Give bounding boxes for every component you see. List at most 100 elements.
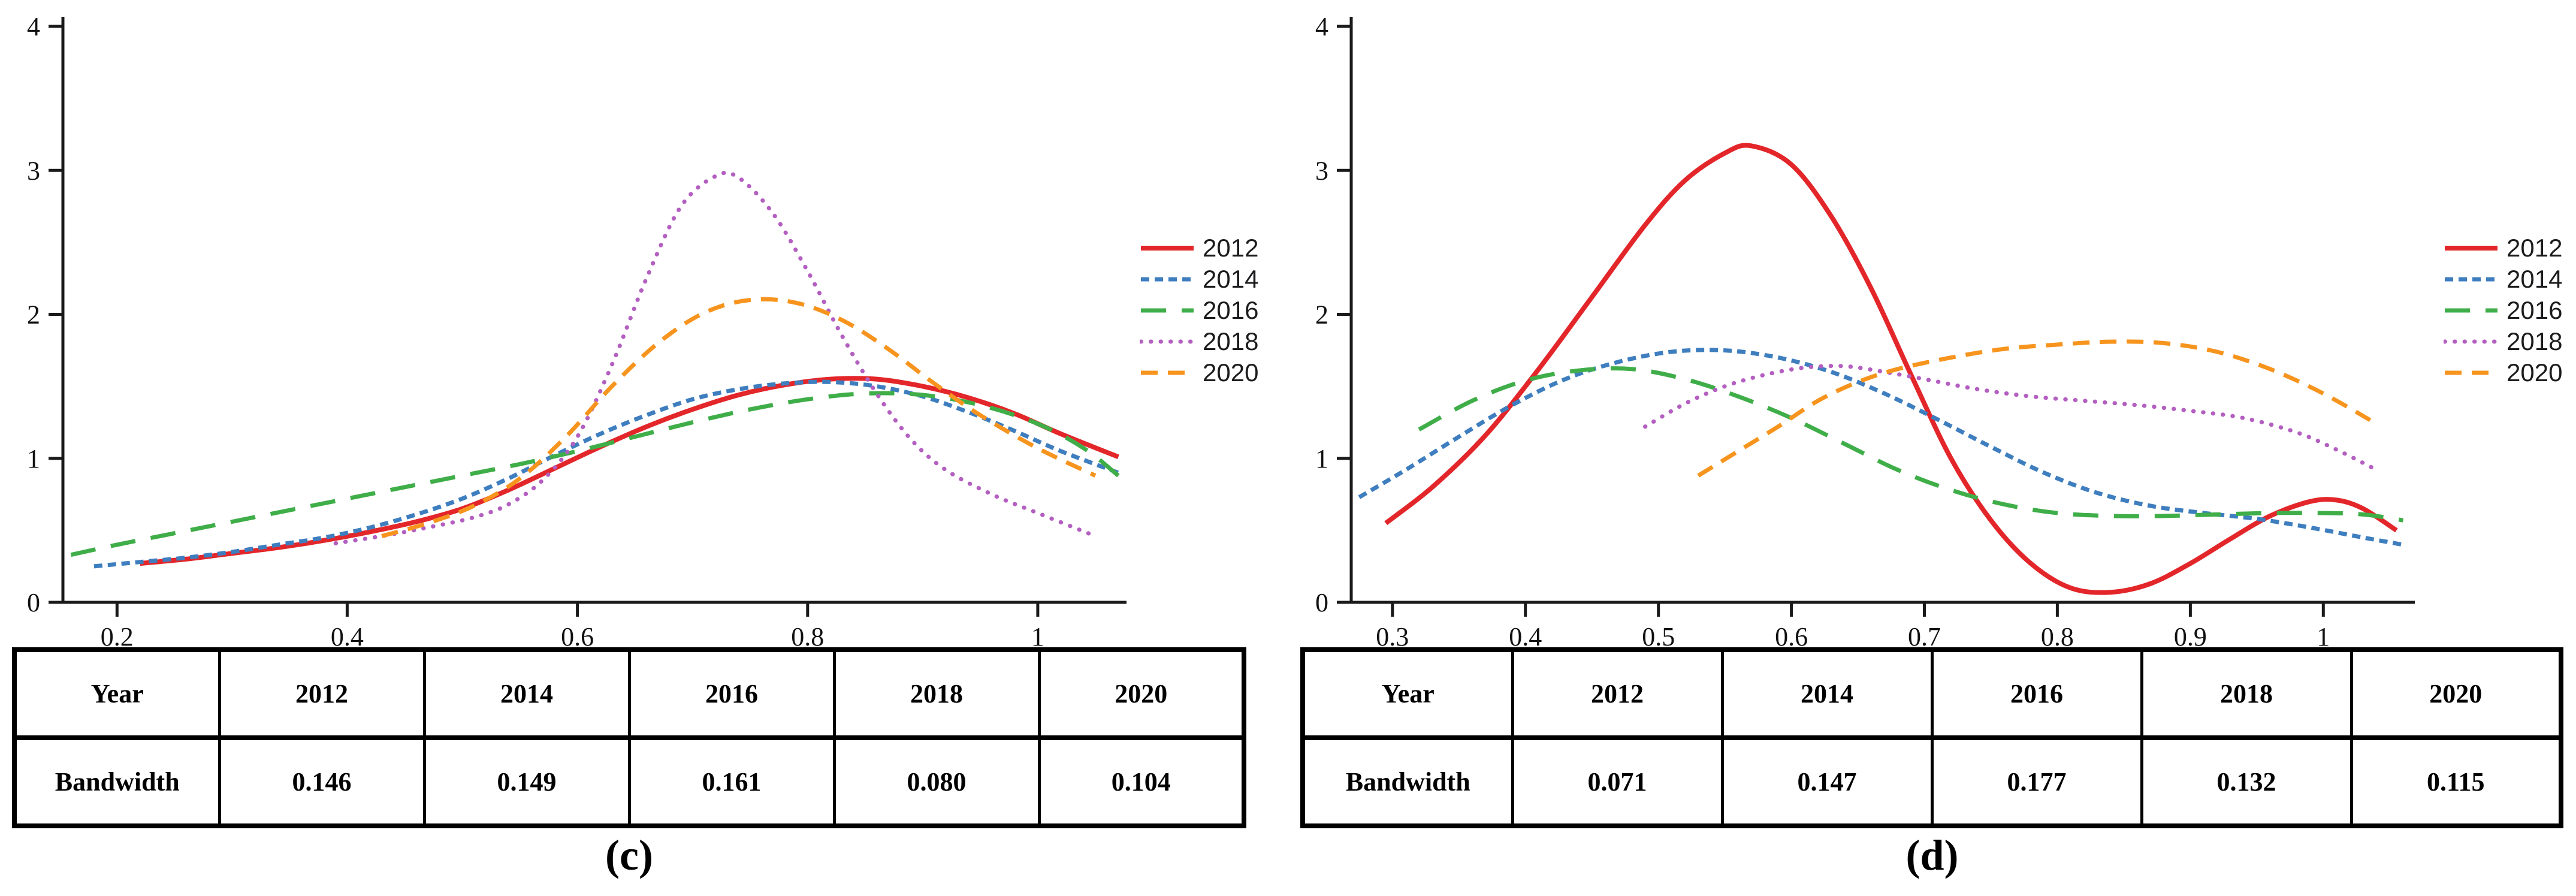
legend-line-longdash-icon bbox=[2445, 308, 2498, 312]
x-tick-label: 0.4 bbox=[331, 622, 364, 647]
year-cell: 2020 bbox=[1037, 648, 1246, 740]
x-tick-label: 1 bbox=[1031, 622, 1044, 647]
bandwidth-cell: 0.071 bbox=[1511, 736, 1724, 828]
x-tick-label: 1 bbox=[2317, 622, 2330, 647]
table-header-year: Year bbox=[13, 648, 221, 740]
series-line-2014 bbox=[93, 379, 1119, 569]
table-header-year: Year bbox=[1301, 648, 1514, 740]
legend-line-dotted-icon bbox=[2444, 339, 2499, 343]
table-row: Bandwidth 0.146 0.149 0.161 0.080 0.104 bbox=[13, 736, 1246, 828]
bandwidth-table-c: Year 2012 2014 2016 2018 2020 Bandwidth … bbox=[12, 647, 1246, 828]
y-tick-label: 0 bbox=[1315, 588, 1328, 617]
year-cell: 2012 bbox=[1511, 648, 1724, 740]
legend-line-dash-icon bbox=[1141, 370, 1194, 375]
year-cell: 2016 bbox=[627, 648, 836, 740]
legend-item-2014: 2014 bbox=[1140, 266, 1258, 292]
year-cell: 2018 bbox=[832, 648, 1041, 740]
series-line-2018 bbox=[333, 170, 1098, 545]
x-tick-label: 0.8 bbox=[791, 622, 824, 647]
panel-d: 0.3 0.4 0.5 0.6 0.7 0.8 0.9 1 0 1 2 3 4 2012 2014 20… bbox=[1288, 0, 2576, 896]
series-line-2020 bbox=[1697, 339, 2378, 478]
legend-item-2012: 2012 bbox=[2444, 235, 2562, 261]
legend-item-2020: 2020 bbox=[2444, 360, 2562, 385]
series-line-2012 bbox=[1384, 143, 2398, 595]
legend-label: 2016 bbox=[2506, 295, 2563, 324]
year-cell: 2012 bbox=[218, 648, 426, 740]
bandwidth-cell: 0.161 bbox=[627, 736, 836, 828]
subfigure-caption-d: (d) bbox=[1905, 831, 1959, 879]
x-tick-label: 0.3 bbox=[1376, 622, 1409, 647]
table-row: Bandwidth 0.071 0.147 0.177 0.132 0.115 bbox=[1301, 736, 2563, 828]
y-tick-label: 1 bbox=[1315, 444, 1328, 473]
legend-label: 2016 bbox=[1203, 295, 1259, 324]
series-line-2012 bbox=[140, 376, 1119, 566]
bandwidth-cell: 0.080 bbox=[832, 736, 1041, 828]
legend-item-2020: 2020 bbox=[1140, 360, 1258, 385]
table-header-bandwidth: Bandwidth bbox=[13, 736, 221, 828]
y-tick-label: 3 bbox=[1315, 156, 1328, 185]
y-tick-label: 1 bbox=[27, 444, 40, 473]
legend-item-2014: 2014 bbox=[2444, 266, 2562, 292]
legend-label: 2014 bbox=[1203, 264, 1259, 293]
x-tick-label: 0.9 bbox=[2174, 622, 2207, 647]
table-row: Year 2012 2014 2016 2018 2020 bbox=[1301, 648, 2563, 740]
legend-item-2012: 2012 bbox=[1140, 235, 1258, 261]
bandwidth-cell: 0.104 bbox=[1037, 736, 1246, 828]
x-tick-label: 0.6 bbox=[1775, 622, 1808, 647]
legend-label: 2012 bbox=[2506, 233, 2563, 262]
legend-item-2016: 2016 bbox=[2444, 297, 2562, 323]
kde-chart-d: 0.3 0.4 0.5 0.6 0.7 0.8 0.9 1 0 1 2 3 4 bbox=[1315, 12, 2415, 647]
table-row: Year 2012 2014 2016 2018 2020 bbox=[13, 648, 1246, 740]
series-line-2016 bbox=[1418, 366, 2403, 523]
subfigure-caption-c: (c) bbox=[605, 831, 653, 879]
x-tick-label: 0.6 bbox=[561, 622, 594, 647]
y-tick-label: 2 bbox=[27, 300, 40, 330]
legend-item-2016: 2016 bbox=[1140, 297, 1258, 323]
bandwidth-cell: 0.146 bbox=[218, 736, 426, 828]
legend-label: 2014 bbox=[2506, 264, 2563, 293]
y-tick-label: 2 bbox=[1315, 300, 1328, 330]
legend-label: 2020 bbox=[2506, 358, 2563, 387]
x-tick-label: 0.5 bbox=[1642, 622, 1675, 647]
year-cell: 2018 bbox=[2140, 648, 2353, 740]
bandwidth-cell: 0.147 bbox=[1720, 736, 1934, 828]
legend-line-dash-icon bbox=[2445, 370, 2498, 375]
table-header-bandwidth: Bandwidth bbox=[1301, 736, 1514, 828]
axes bbox=[61, 17, 1127, 604]
y-tick-label: 3 bbox=[27, 156, 40, 185]
series-line-2014 bbox=[1358, 348, 2404, 547]
x-tick-label: 0.8 bbox=[2041, 622, 2074, 647]
legend-label: 2018 bbox=[2506, 327, 2563, 355]
legend-line-dashed-icon bbox=[1141, 277, 1194, 281]
y-tick-label: 4 bbox=[1315, 12, 1328, 41]
legend-label: 2012 bbox=[1203, 233, 1259, 262]
legend-label: 2020 bbox=[1203, 358, 1259, 387]
x-tick-label: 0.4 bbox=[1509, 622, 1542, 647]
legend-line-dashed-icon bbox=[2445, 277, 2498, 281]
year-cell: 2014 bbox=[422, 648, 631, 740]
year-cell: 2014 bbox=[1720, 648, 1934, 740]
legend-item-2018: 2018 bbox=[1140, 328, 1258, 354]
legend-label: 2018 bbox=[1203, 327, 1259, 355]
bandwidth-cell: 0.149 bbox=[422, 736, 631, 828]
bandwidth-cell: 0.177 bbox=[1930, 736, 2143, 828]
legend-line-dotted-icon bbox=[1140, 339, 1195, 343]
year-cell: 2016 bbox=[1930, 648, 2143, 740]
series-line-2016 bbox=[70, 391, 1120, 557]
series-line-2020 bbox=[381, 297, 1097, 538]
y-tick-label: 4 bbox=[27, 12, 40, 41]
bandwidth-cell: 0.115 bbox=[2349, 736, 2563, 828]
legend-item-2018: 2018 bbox=[2444, 328, 2562, 354]
legend-line-solid-icon bbox=[1141, 245, 1194, 251]
series-line-2018 bbox=[1643, 364, 2379, 472]
legend-line-longdash-icon bbox=[1141, 308, 1194, 312]
kde-chart-c: 0.2 0.4 0.6 0.8 1 0 1 2 3 4 bbox=[27, 12, 1127, 647]
bandwidth-table-d: Year 2012 2014 2016 2018 2020 Bandwidth … bbox=[1300, 647, 2563, 828]
x-tick-label: 0.7 bbox=[1908, 622, 1941, 647]
bandwidth-cell: 0.132 bbox=[2140, 736, 2353, 828]
panel-c: 0.2 0.4 0.6 0.8 1 0 1 2 3 4 2012 2014 2016 2018 2… bbox=[0, 0, 1258, 896]
legend-line-solid-icon bbox=[2445, 245, 2498, 251]
x-tick-label: 0.2 bbox=[101, 622, 134, 647]
legend-c: 2012 2014 2016 2018 2020 bbox=[1140, 235, 1258, 385]
y-tick-label: 0 bbox=[27, 588, 40, 617]
